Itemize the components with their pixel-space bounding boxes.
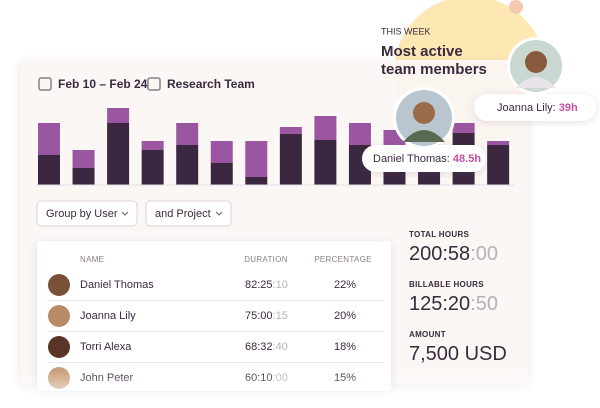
duration-seconds: :40 [273, 341, 288, 353]
bar-segment [279, 134, 302, 185]
stat-dim: :50 [470, 293, 498, 315]
highlight-title: Most active [381, 43, 463, 60]
bar-segment [107, 123, 130, 185]
bar-segment [452, 123, 475, 133]
bar-segment [314, 140, 337, 185]
stat-label: TOTAL HOURS [409, 230, 470, 239]
table-card [37, 241, 391, 391]
percentage: 20% [334, 310, 356, 322]
kicker: THIS WEEK [381, 26, 431, 36]
duration: 75:00:15 [245, 310, 288, 322]
stat-main: 7,500 USD [409, 343, 507, 365]
user-name: Joanna Lily [80, 310, 136, 322]
dropdown-label: Group by User [46, 208, 118, 220]
duration-seconds: :10 [273, 279, 288, 291]
member-pill-text: Joanna Lily: 39h [497, 102, 578, 114]
avatar [48, 274, 70, 296]
filter-project[interactable]: and Project [145, 200, 232, 227]
duration-seconds: :15 [273, 310, 288, 322]
stat-dim: :00 [470, 243, 498, 265]
dropdown-label: and Project [155, 208, 211, 220]
bar-segment [487, 141, 510, 145]
percentage: 18% [334, 341, 356, 353]
duration: 82:25:10 [245, 279, 288, 291]
bar-segment [210, 141, 233, 163]
bar-segment [176, 123, 199, 145]
bottom-fade [0, 370, 600, 408]
bar-segment [107, 108, 130, 123]
bar-segment [38, 123, 60, 155]
member-pill-text: Daniel Thomas: 48.5h [373, 153, 481, 165]
date-range[interactable]: Feb 10 – Feb 24 [58, 77, 148, 91]
member-hours: 39h [559, 102, 578, 114]
bar-segment [141, 141, 164, 150]
bar-segment [348, 123, 371, 145]
stat-main: 125:20 [409, 293, 470, 315]
stat-value: 7,500 USD [409, 343, 507, 365]
bar-segment [72, 150, 95, 168]
stat-label: AMOUNT [409, 330, 446, 339]
stats: TOTAL HOURS 200:58:00 BILLABLE HOURS 125:20… [409, 230, 507, 365]
bar-segment [487, 145, 510, 185]
bar-segment [245, 177, 268, 185]
dropdown[interactable] [36, 200, 138, 227]
column-header: DURATION [244, 255, 288, 264]
duration-main: 75:00 [245, 310, 273, 322]
bar-segment [245, 141, 268, 177]
bar-segment [176, 145, 199, 185]
user-name: Torri Alexa [80, 341, 132, 353]
chevron [121, 211, 129, 216]
bar-segment [38, 155, 60, 185]
duration-main: 68:32 [245, 341, 273, 353]
member-pill [474, 94, 596, 121]
bar-segment [72, 168, 95, 185]
avatar-body [403, 130, 445, 142]
stat-value: 125:20:50 [409, 293, 498, 315]
dropdown[interactable] [145, 200, 232, 227]
stat-value: 200:58:00 [409, 243, 498, 265]
duration: 68:32:40 [245, 341, 288, 353]
calendar-icon [38, 77, 52, 91]
duration-main: 82:25 [245, 279, 273, 291]
team-name[interactable]: Research Team [167, 77, 255, 91]
avatar-face [413, 102, 435, 124]
avatar-face [525, 51, 547, 73]
member-pill [362, 145, 486, 172]
user-name: Daniel Thomas [80, 279, 154, 291]
column-header: NAME [80, 255, 104, 264]
highlight-title: team members [381, 61, 487, 78]
stat-main: 200:58 [409, 243, 470, 265]
bar-segment [314, 116, 337, 140]
bar-segment [210, 163, 233, 185]
percentage: 22% [334, 279, 356, 291]
member-hours: 48.5h [453, 153, 481, 165]
chevron [215, 211, 223, 216]
decor-dot [509, 0, 523, 14]
column-header: PERCENTAGE [314, 255, 372, 264]
filter-group-by[interactable]: Group by User [36, 200, 138, 227]
bar-segment [141, 150, 164, 185]
avatar [48, 336, 70, 358]
avatar-body [516, 77, 556, 88]
stat-label: BILLABLE HOURS [409, 280, 484, 289]
avatar [48, 305, 70, 327]
member-name: Daniel Thomas: [373, 153, 450, 165]
bar-segment [279, 127, 302, 134]
team-icon [147, 77, 161, 91]
member-name: Joanna Lily: [497, 102, 556, 114]
